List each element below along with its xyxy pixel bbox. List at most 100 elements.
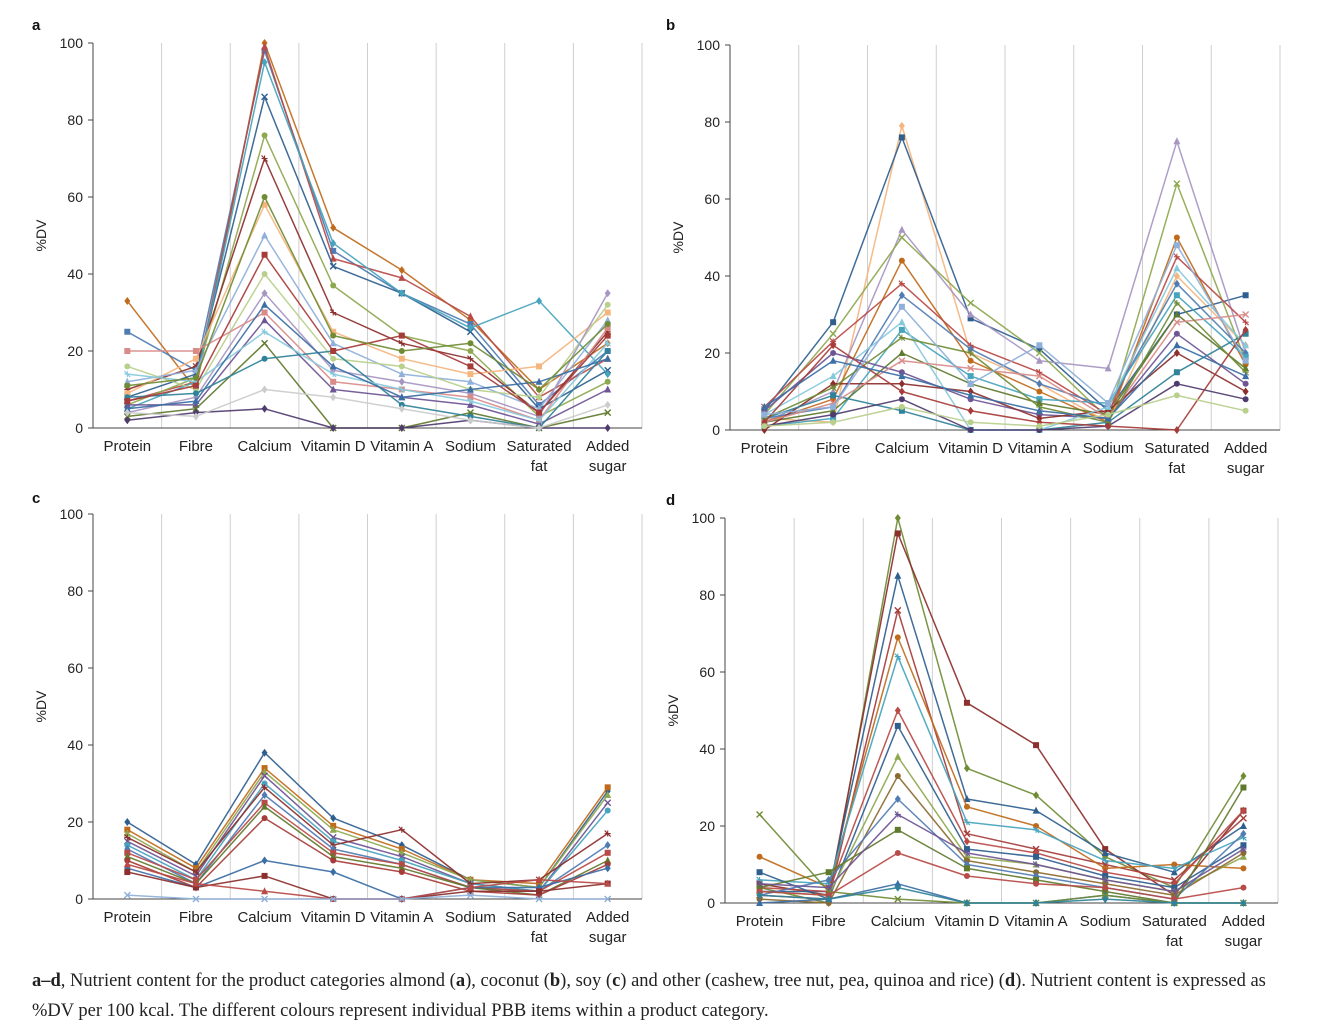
data-point	[467, 371, 474, 378]
data-point	[1036, 379, 1043, 388]
data-point	[898, 403, 905, 410]
data-point	[898, 303, 905, 310]
data-point	[967, 299, 975, 307]
data-point	[330, 868, 337, 877]
data-point	[1173, 279, 1180, 288]
data-point	[261, 58, 268, 67]
data-point	[963, 849, 971, 857]
data-point	[604, 332, 611, 339]
panel-label: b	[666, 17, 675, 34]
series-line	[759, 532, 1244, 897]
series-line	[127, 196, 609, 391]
data-point	[536, 386, 543, 393]
series-line	[127, 894, 608, 900]
data-point	[398, 273, 406, 281]
data-point	[963, 873, 970, 880]
y-tick-label: 60	[67, 189, 83, 205]
data-point	[398, 895, 406, 903]
data-point	[1173, 310, 1181, 318]
data-point	[466, 377, 474, 385]
data-point	[898, 291, 905, 300]
category-label: Sodium	[1083, 440, 1134, 457]
data-point	[894, 653, 902, 660]
data-point	[123, 860, 131, 868]
category-label: Vitamin A	[1005, 913, 1068, 930]
data-point	[1105, 400, 1112, 407]
data-point	[898, 225, 906, 233]
data-point	[330, 223, 337, 232]
data-point	[604, 370, 611, 379]
data-point	[192, 397, 200, 405]
data-point	[829, 356, 837, 364]
series-line	[764, 313, 1246, 424]
data-point	[123, 400, 131, 408]
data-point	[192, 884, 199, 891]
data-point	[1101, 876, 1109, 884]
data-point	[604, 424, 611, 432]
data-point	[1036, 388, 1043, 395]
gridlines	[161, 514, 643, 899]
data-point	[398, 826, 406, 834]
data-point	[830, 415, 837, 422]
data-point	[1035, 399, 1043, 407]
data-point	[536, 296, 543, 305]
data-point	[830, 350, 837, 356]
data-point	[261, 339, 269, 347]
data-point	[261, 895, 269, 903]
data-point	[466, 891, 474, 899]
data-point	[330, 348, 337, 354]
series-line	[759, 609, 1244, 900]
y-tick-label: 0	[75, 420, 83, 436]
data-point	[1173, 137, 1181, 145]
caption-text: ) and other (cashew, tree nut, pea, quin…	[620, 971, 1005, 991]
data-point	[898, 379, 905, 388]
data-point	[466, 385, 474, 393]
data-point	[967, 380, 974, 387]
data-point	[329, 370, 337, 378]
data-point	[898, 257, 905, 264]
data-point	[124, 869, 131, 876]
data-point	[467, 323, 474, 332]
data-point	[329, 852, 337, 860]
data-point	[261, 251, 268, 258]
data-point	[963, 699, 970, 706]
data-point	[124, 818, 131, 826]
data-point	[192, 374, 199, 381]
panel-label: a	[32, 17, 41, 34]
caption-panel-ref: a	[455, 971, 466, 991]
data-point	[261, 355, 268, 362]
y-tick-label: 80	[67, 583, 83, 599]
data-point	[604, 348, 611, 354]
data-point	[1102, 884, 1109, 891]
data-point	[536, 409, 543, 416]
data-point	[1173, 234, 1180, 241]
category-label: Sodium	[1080, 913, 1131, 930]
category-label: Protein	[741, 440, 789, 457]
data-point	[898, 357, 906, 365]
data-point	[398, 348, 405, 354]
data-point	[261, 856, 268, 865]
series-line	[763, 329, 1247, 431]
category-label: Vitamin A	[370, 438, 433, 455]
series-line	[127, 817, 609, 896]
series-line	[763, 352, 1246, 431]
data-point	[604, 354, 612, 362]
data-point	[967, 406, 974, 415]
series-line	[764, 313, 1247, 424]
data-point	[894, 530, 901, 537]
data-point	[761, 411, 768, 418]
data-point	[1171, 899, 1178, 907]
data-point	[967, 364, 975, 372]
data-point	[124, 398, 131, 405]
panel-b: b 0 20 40 60 80 100 %DV Protein Fibre Calcium Vitam…	[666, 17, 1281, 477]
data-point	[1173, 380, 1180, 387]
data-point	[967, 315, 974, 322]
y-axis-label: %DV	[33, 219, 49, 252]
data-point	[963, 803, 970, 810]
data-point	[756, 884, 763, 891]
figure: a 0 20 40 60 80 100 %DV Protein Fibre Calcium Vitam…	[32, 17, 1281, 950]
series-line	[127, 273, 609, 398]
data-point	[829, 330, 837, 338]
data-point	[398, 289, 405, 298]
data-point	[1173, 299, 1181, 307]
